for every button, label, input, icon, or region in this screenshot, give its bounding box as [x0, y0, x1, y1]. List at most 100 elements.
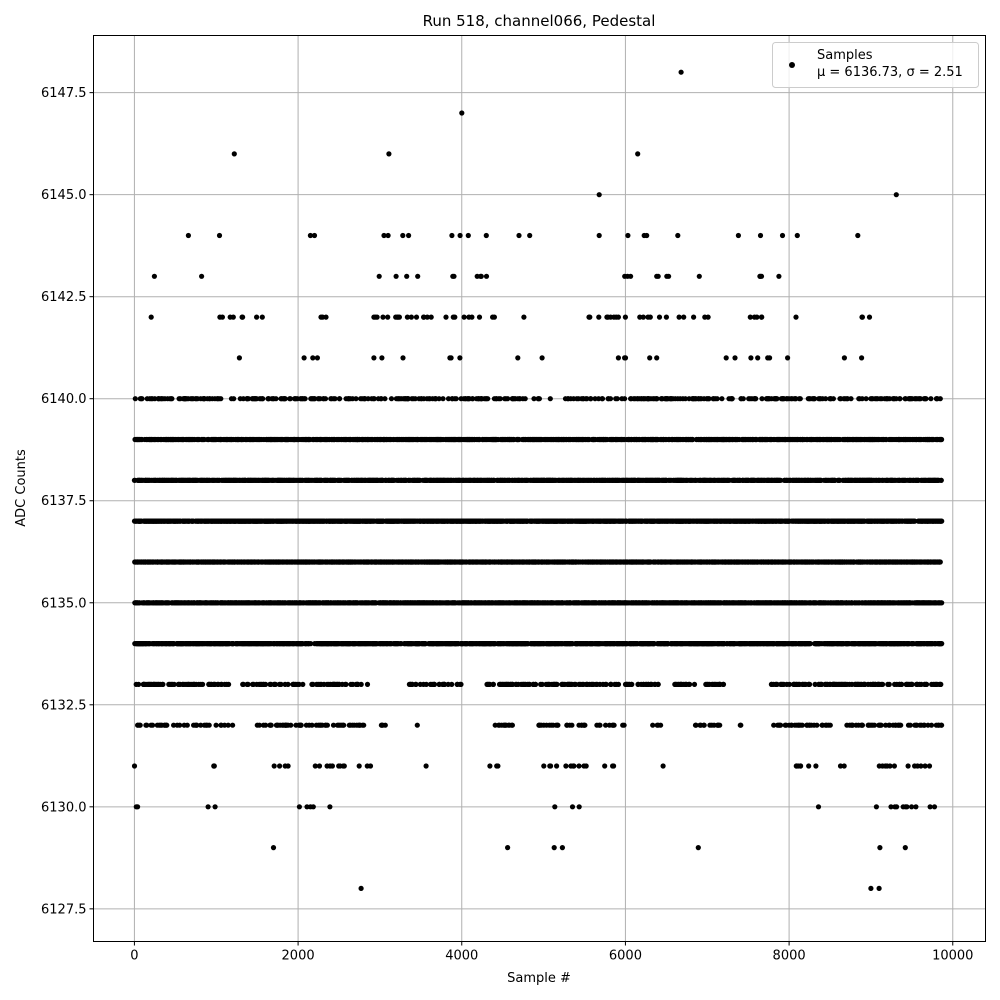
data-point: [148, 314, 154, 320]
data-point: [615, 355, 622, 361]
data-point: [151, 273, 157, 279]
data-point: [497, 396, 503, 402]
data-point: [415, 273, 421, 279]
data-point: [428, 314, 434, 320]
data-point: [461, 314, 467, 320]
data-point: [705, 314, 711, 320]
data-point: [245, 396, 252, 402]
data-point: [453, 396, 459, 402]
data-point: [681, 314, 687, 320]
data-point: [310, 355, 316, 361]
data-point: [755, 355, 761, 361]
data-point: [132, 396, 138, 402]
data-point: [647, 355, 653, 361]
data-point: [302, 396, 308, 402]
data-point: [785, 355, 791, 361]
data-point: [939, 436, 945, 443]
data-point: [314, 355, 320, 361]
data-point: [682, 396, 689, 402]
data-point: [231, 396, 237, 402]
data-point: [740, 396, 746, 402]
data-point: [531, 396, 537, 402]
data-point: [691, 314, 697, 320]
data-point: [928, 396, 934, 402]
data-point: [393, 273, 399, 279]
data-point: [655, 273, 661, 279]
data-point: [654, 396, 660, 402]
data-point: [445, 396, 452, 402]
data-point: [522, 396, 528, 402]
data-point: [139, 396, 145, 402]
data-point: [776, 273, 782, 279]
data-point: [436, 396, 442, 402]
data-point: [219, 314, 225, 320]
data-point: [676, 314, 682, 320]
data-point: [259, 314, 265, 320]
data-point: [385, 314, 391, 320]
data-point: [758, 273, 765, 279]
data-point: [376, 273, 382, 279]
data-point: [647, 314, 653, 320]
grid-layer: [93, 35, 986, 942]
data-point: [337, 396, 343, 402]
data-point: [301, 355, 307, 361]
data-point: [483, 273, 490, 279]
data-point: [812, 396, 818, 402]
data-point: [379, 355, 385, 361]
data-point: [521, 314, 527, 320]
data-point: [714, 396, 720, 402]
data-point: [587, 314, 593, 320]
data-point: [774, 396, 780, 402]
data-point: [753, 396, 759, 402]
data-point: [536, 396, 543, 402]
data-point: [457, 355, 463, 361]
data-point: [260, 396, 266, 402]
data-point: [723, 355, 729, 361]
data-point: [380, 314, 386, 320]
data-point: [923, 396, 929, 402]
data-point: [169, 396, 175, 402]
data-point: [656, 314, 663, 320]
data-point: [830, 396, 837, 402]
data-point: [859, 314, 866, 320]
data-point: [287, 396, 293, 402]
data-point: [413, 314, 420, 320]
data-point: [706, 396, 712, 402]
data-point: [332, 396, 338, 402]
data-point: [607, 396, 614, 402]
points-layer: [131, 69, 945, 892]
data-point: [440, 396, 446, 402]
data-point: [404, 314, 410, 320]
data-point: [863, 396, 869, 402]
data-point: [628, 273, 634, 279]
data-point: [596, 314, 602, 320]
data-point: [353, 396, 359, 402]
data-point: [622, 314, 629, 320]
data-point: [485, 396, 491, 402]
data-point: [254, 314, 260, 320]
data-point: [404, 273, 410, 279]
data-point: [654, 355, 660, 361]
data-point: [478, 273, 484, 279]
data-point: [400, 355, 406, 361]
data-point: [491, 314, 497, 320]
data-point: [469, 314, 475, 320]
data-point: [747, 314, 753, 320]
data-point: [236, 355, 242, 361]
data-point: [866, 314, 873, 320]
data-point: [622, 355, 629, 361]
data-point: [470, 396, 476, 402]
data-point: [382, 396, 388, 402]
data-point: [584, 396, 590, 402]
data-point: [452, 314, 458, 320]
data-point: [412, 396, 418, 402]
data-point: [443, 314, 449, 320]
data-point: [848, 396, 854, 402]
data-point: [859, 396, 865, 402]
data-point: [690, 436, 696, 443]
data-point: [448, 355, 454, 361]
data-point: [240, 314, 246, 320]
data-point: [666, 273, 672, 279]
